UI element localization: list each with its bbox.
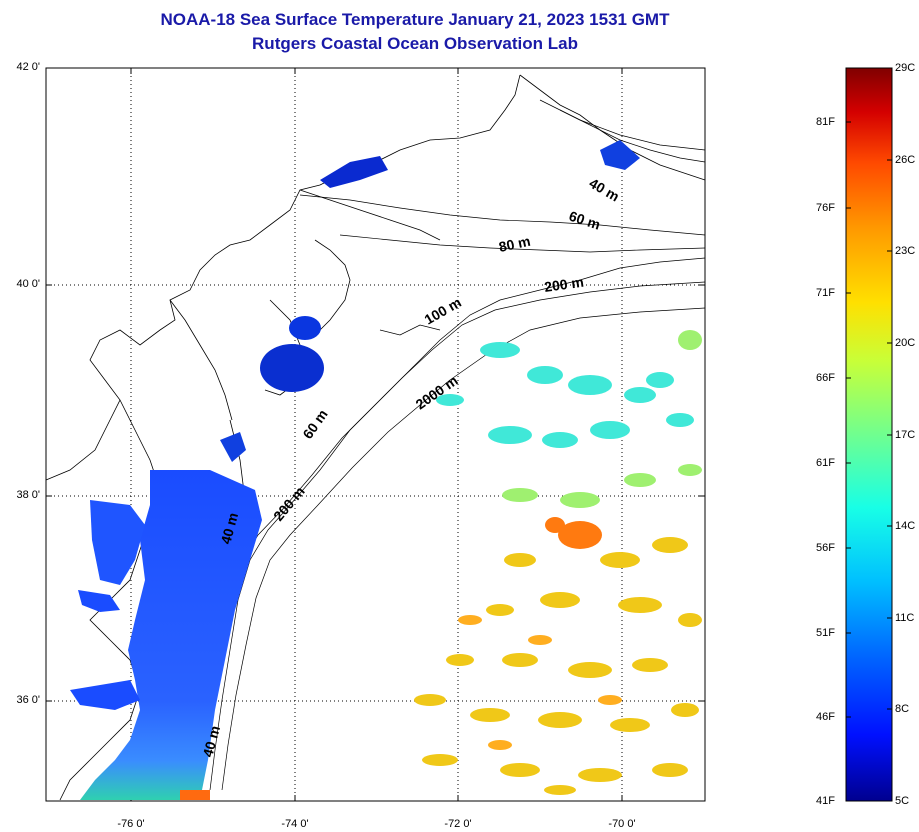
map-subtitle: Rutgers Coastal Ocean Observation Lab: [252, 34, 578, 53]
lat-label-40: 40 0': [16, 278, 40, 290]
map-title: NOAA-18 Sea Surface Temperature January …: [160, 10, 670, 29]
colorbar-label-29c: 29C: [895, 62, 916, 74]
sst-coastal-cold: [70, 140, 640, 800]
colorbar-label-76f: 76F: [816, 202, 835, 214]
colorbar-label-51f: 51F: [816, 627, 835, 639]
isobath-label-200m-north: 200 m: [543, 274, 585, 295]
lon-label-70: -70 0': [608, 818, 636, 830]
lon-label-76: -76 0': [117, 818, 145, 830]
axis-ticks: [46, 67, 705, 801]
colorbar-label-20c: 20C: [895, 337, 916, 349]
isobath-label-40m-mid: 40 m: [217, 511, 241, 546]
colorbar-label-71f: 71F: [816, 287, 835, 299]
colorbar-label-23c: 23C: [895, 245, 916, 257]
colorbar-label-5c: 5C: [895, 795, 910, 807]
lat-label-36: 36 0': [16, 694, 40, 706]
colorbar: [845, 67, 893, 802]
colorbar-label-17c: 17C: [895, 429, 916, 441]
colorbar-label-11c: 11C: [895, 612, 915, 624]
colorbar-label-66f: 66F: [816, 372, 835, 384]
lat-label-42: 42 0': [16, 61, 40, 73]
colorbar-ticks: [846, 121, 892, 718]
colorbar-label-14c: 14C: [895, 520, 916, 532]
isobath-label-40m-south: 40 m: [199, 724, 223, 759]
colorbar-label-46f: 46F: [816, 711, 835, 723]
sst-offshore-patches: [180, 330, 702, 800]
colorbar-label-41f: 41F: [816, 795, 835, 807]
isobath-label-80m: 80 m: [497, 233, 532, 255]
colorbar-label-81f: 81F: [816, 116, 835, 128]
lon-label-72: -72 0': [444, 818, 472, 830]
colorbar-label-61f: 61F: [816, 457, 835, 469]
colorbar-label-26c: 26C: [895, 154, 916, 166]
lon-label-74: -74 0': [281, 818, 309, 830]
colorbar-label-8c: 8C: [895, 703, 910, 715]
colorbar-label-56f: 56F: [816, 542, 835, 554]
lat-label-38: 38 0': [16, 489, 40, 501]
